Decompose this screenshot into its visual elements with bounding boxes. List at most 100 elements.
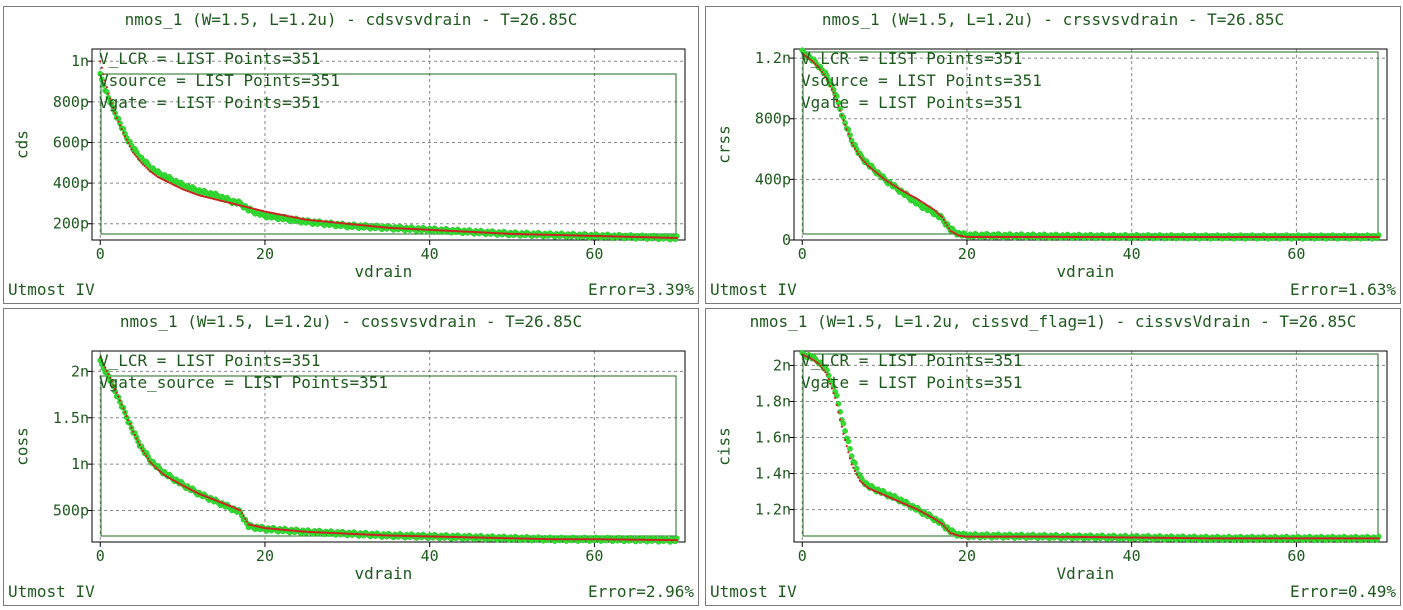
y-tick-label: 400p [755, 170, 791, 188]
data-point [153, 173, 156, 176]
chart-title: nmos_1 (W=1.5, L=1.2u) - cossvsvdrain - … [119, 312, 583, 331]
data-point [1030, 535, 1033, 538]
data-point [837, 104, 840, 107]
data-point [619, 235, 622, 238]
data-point [1377, 235, 1380, 239]
data-point [1369, 537, 1372, 540]
data-point [919, 510, 922, 513]
data-point [377, 225, 380, 228]
data-point [1188, 537, 1191, 540]
data-point [1306, 235, 1310, 239]
data-point [263, 526, 267, 530]
data-point [1242, 235, 1245, 239]
data-point [407, 227, 410, 230]
data-point [1130, 235, 1133, 239]
data-point [590, 234, 593, 237]
data-point [1003, 535, 1006, 538]
data-point [443, 229, 446, 232]
data-point [1095, 235, 1099, 239]
data-point [127, 141, 130, 144]
data-point [1163, 536, 1166, 539]
data-point [1091, 235, 1094, 239]
data-point [970, 235, 973, 239]
data-point [576, 538, 580, 541]
data-point [398, 227, 402, 230]
data-point [560, 234, 563, 237]
data-point [318, 219, 321, 223]
data-point [487, 536, 491, 539]
data-point [919, 200, 922, 203]
y-tick-label: 200p [53, 215, 89, 233]
data-point [143, 164, 146, 168]
data-point [1282, 235, 1285, 239]
data-point [174, 184, 178, 188]
data-point [881, 176, 885, 180]
data-point [224, 200, 227, 203]
data-point [1110, 235, 1114, 239]
data-point [1120, 235, 1123, 239]
data-point [471, 230, 474, 234]
data-point [461, 536, 464, 539]
data-point [267, 211, 270, 214]
data-point [300, 530, 303, 533]
data-point [965, 535, 969, 538]
data-point [927, 514, 931, 517]
data-point [412, 534, 415, 538]
data-point [245, 520, 248, 523]
data-point [923, 202, 926, 205]
data-point [400, 534, 403, 537]
data-point [171, 183, 174, 186]
data-point [616, 235, 619, 238]
data-point [901, 189, 904, 192]
data-point [1204, 537, 1207, 540]
data-point [212, 197, 215, 201]
data-point [667, 538, 670, 542]
data-point [1064, 535, 1067, 538]
data-point [913, 196, 916, 199]
data-point [1318, 537, 1321, 540]
data-point [237, 508, 240, 511]
data-point [333, 531, 336, 535]
data-point [1184, 536, 1188, 540]
data-point [858, 155, 861, 158]
x-tick-label: 40 [1123, 245, 1141, 263]
data-point [201, 195, 204, 198]
data-point [1155, 235, 1158, 239]
data-point [397, 227, 400, 230]
data-point [665, 236, 668, 239]
data-point [155, 174, 158, 177]
data-point [975, 535, 978, 538]
data-point [1099, 536, 1102, 539]
data-point [649, 538, 652, 541]
data-point [923, 512, 926, 515]
data-point [463, 230, 466, 233]
data-point [1171, 536, 1174, 540]
data-point [937, 213, 941, 216]
data-point [1002, 535, 1005, 538]
data-point [1374, 537, 1377, 540]
data-point [650, 538, 654, 541]
data-point [471, 536, 474, 539]
data-point [832, 392, 835, 395]
data-point [1240, 235, 1244, 239]
data-point [852, 144, 855, 147]
data-point [155, 466, 158, 470]
data-point [263, 210, 267, 213]
y-tick-label: 1.4n [755, 465, 791, 483]
data-point [1165, 536, 1168, 539]
data-point [1196, 235, 1199, 239]
data-point [1140, 536, 1143, 539]
data-point [1250, 537, 1254, 540]
data-point [141, 449, 145, 453]
data-point [670, 538, 673, 542]
data-point [385, 226, 388, 229]
data-point [306, 530, 309, 533]
data-point [1041, 535, 1044, 538]
data-point [1026, 235, 1030, 239]
data-point [275, 528, 278, 531]
data-point [1114, 235, 1117, 239]
data-point [1015, 535, 1018, 538]
data-point [202, 195, 206, 198]
data-point [499, 232, 502, 235]
data-point [135, 155, 138, 158]
